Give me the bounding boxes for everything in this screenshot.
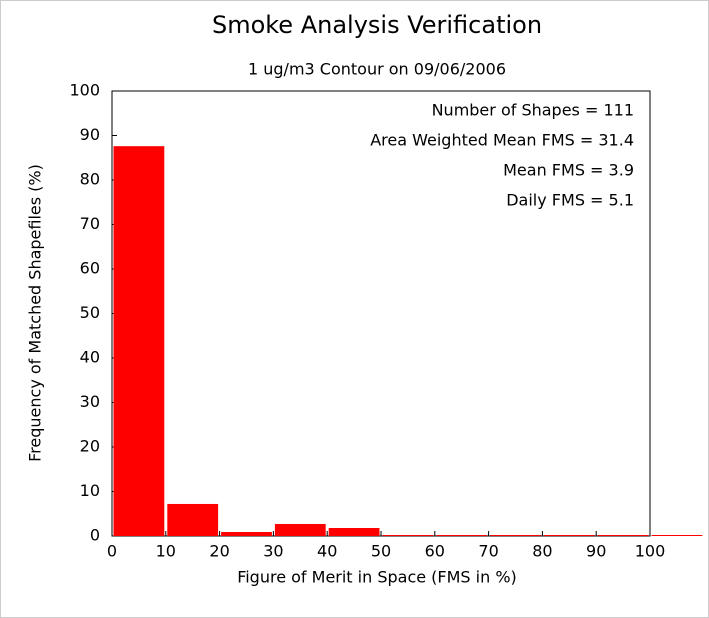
bar	[490, 535, 541, 536]
y-tick-label: 10	[80, 481, 100, 500]
x-tick-label: 70	[478, 542, 498, 561]
x-axis-label: Figure of Merit in Space (FMS in %)	[237, 568, 517, 587]
y-tick-label: 70	[80, 214, 100, 233]
chart-title: Smoke Analysis Verification	[212, 11, 542, 39]
y-tick-label: 80	[80, 170, 100, 189]
bar	[651, 535, 703, 536]
y-tick-label: 90	[80, 125, 100, 144]
chart-subtitle: 1 ug/m3 Contour on 09/06/2006	[248, 60, 506, 79]
bar	[328, 527, 380, 536]
x-tick-label: 20	[209, 542, 229, 561]
x-tick-label: 40	[317, 542, 337, 561]
bar	[167, 503, 219, 536]
y-tick-label: 100	[69, 81, 100, 100]
annotation: Area Weighted Mean FMS = 31.4	[370, 131, 634, 150]
annotation: Daily FMS = 5.1	[506, 191, 634, 210]
bar	[543, 535, 595, 536]
x-tick-label: 30	[263, 542, 283, 561]
x-tick-label: 0	[107, 542, 117, 561]
y-tick-label: 40	[80, 348, 100, 367]
x-tick-label: 50	[371, 542, 391, 561]
bar	[436, 535, 488, 536]
y-tick-label: 50	[80, 303, 100, 322]
x-tick-label: 80	[532, 542, 552, 561]
bar	[382, 535, 434, 536]
annotation: Number of Shapes = 111	[432, 101, 634, 120]
annotation: Mean FMS = 3.9	[503, 161, 634, 180]
x-tick-label: 100	[635, 542, 666, 561]
bar	[274, 523, 326, 536]
x-tick-label: 10	[156, 542, 176, 561]
y-tick-label: 20	[80, 437, 100, 456]
x-tick-label: 90	[586, 542, 606, 561]
bar	[597, 535, 649, 536]
x-tick-label: 60	[425, 542, 445, 561]
bar	[113, 146, 165, 536]
y-tick-label: 30	[80, 392, 100, 411]
y-tick-label: 0	[90, 526, 100, 545]
y-tick-label: 60	[80, 259, 100, 278]
y-axis-label: Frequency of Matched Shapefiles (%)	[26, 164, 45, 462]
bar	[221, 531, 272, 536]
